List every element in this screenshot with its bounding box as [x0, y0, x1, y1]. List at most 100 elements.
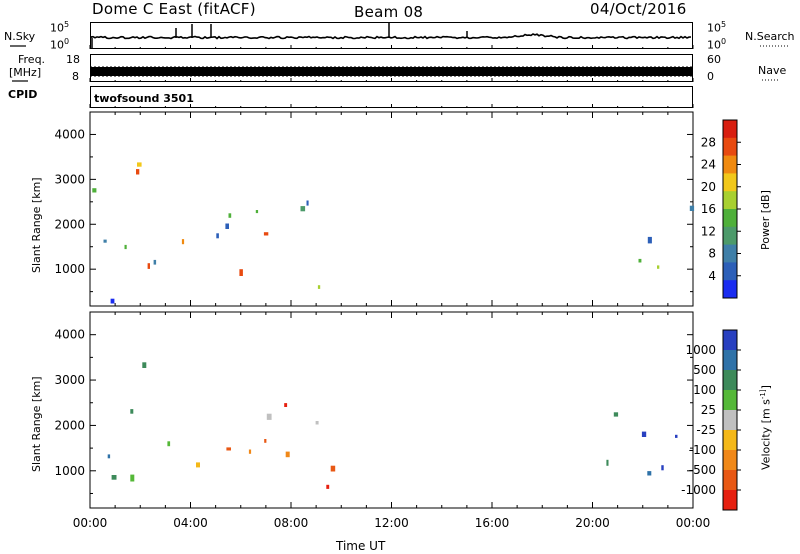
cbar1-tick-label: 8: [708, 247, 716, 261]
velocity-echo: [107, 454, 111, 459]
station-title: Dome C East (fitACF): [92, 0, 256, 18]
nsky-trace: [90, 33, 692, 40]
cbar1-swatch: [723, 191, 737, 210]
x-tick-label: 00:00: [73, 516, 108, 530]
power-echo: [263, 232, 269, 236]
cbar2-swatch: [723, 330, 737, 351]
cbar2-swatch: [723, 490, 737, 511]
power-echo: [317, 285, 321, 289]
velocity-echo: [326, 484, 330, 489]
cbar1-swatch: [723, 280, 737, 299]
velocity-echo: [641, 431, 647, 437]
velocity-echo: [330, 465, 336, 472]
velocity-echo: [142, 362, 147, 368]
velocity-echo: [226, 447, 231, 451]
cbar2-tick-label: 100: [693, 383, 716, 397]
nsearch-tick-top: 105: [707, 20, 727, 35]
cbar1-tick-label: 24: [701, 158, 716, 172]
cbar2-swatch: [723, 350, 737, 371]
cbar2-swatch: [723, 430, 737, 451]
nave-label: Nave: [758, 64, 787, 77]
nave-tick-bottom: 0: [707, 70, 714, 83]
velocity-echo: [111, 475, 117, 480]
cbar2-swatch: [723, 370, 737, 391]
power-panel: 1000 2000 3000 4000: [54, 111, 695, 307]
cbar1-tick-label: 16: [701, 202, 716, 216]
x-tick-label: 00:00: [676, 516, 711, 530]
velocity-echo: [248, 449, 252, 454]
x-tick-label: 04:00: [173, 516, 208, 530]
cbar2-tick-label: -100: [689, 443, 716, 457]
nsearch-tick-bottom: 100: [707, 37, 727, 52]
velocity-echo: [130, 474, 135, 482]
power-echo: [103, 239, 107, 243]
cbar2-swatch: [723, 410, 737, 431]
velocity-echo: [647, 471, 652, 476]
power-echo: [124, 244, 127, 250]
power-echo: [306, 200, 309, 206]
cbar2-swatch: [723, 390, 737, 411]
power-echo: [657, 265, 660, 269]
cbar2-tick-label: -500: [689, 463, 716, 477]
power-ylabel: Slant Range [km]: [30, 177, 43, 273]
power-echo: [638, 258, 642, 263]
power-ytick-label: 4000: [54, 127, 85, 141]
power-echo: [300, 206, 306, 212]
cbar1-tick-label: 28: [701, 135, 716, 149]
cbar1-swatch: [723, 173, 737, 192]
cbar2-swatch: [723, 470, 737, 491]
velocity-echo: [613, 412, 619, 417]
cbar2-frame: [722, 329, 738, 511]
power-ytick-label: 1000: [54, 262, 85, 276]
power-echo: [147, 263, 150, 269]
x-tick-label: 16:00: [475, 516, 510, 530]
x-tick-label: 20:00: [575, 516, 610, 530]
nsky-label: N.Sky: [4, 30, 36, 43]
power-ytick-label: 2000: [54, 217, 85, 231]
velocity-echo: [264, 439, 267, 443]
velocity-ylabel: Slant Range [km]: [30, 376, 43, 472]
cbar2-tick-label: -1000: [681, 483, 716, 497]
time-axis: 00:00 04:00 08:00 12:00 16:00 20:00 00:00: [73, 45, 711, 530]
velocity-echo: [284, 403, 288, 407]
power-echo: [92, 188, 97, 193]
nsky-tick-bottom: 100: [50, 37, 70, 52]
power-echo: [153, 259, 157, 265]
velocity-echo: [130, 409, 134, 414]
beam-label: Beam 08: [354, 3, 424, 21]
power-echo: [225, 223, 229, 229]
power-frame: [89, 111, 694, 307]
velocity-echo: [196, 462, 200, 468]
x-tick-label: 08:00: [274, 516, 309, 530]
velocity-ytick-label: 3000: [54, 373, 85, 387]
power-colorbar: 4 8 12 16 20 24 28: [701, 119, 741, 299]
power-echo: [255, 210, 259, 214]
velocity-echo: [167, 441, 171, 447]
cpid-value: twofsound 3501: [94, 92, 194, 105]
freq-tick-bottom: 8: [72, 70, 79, 83]
velocity-echo: [661, 465, 664, 471]
power-ytick-label: 3000: [54, 172, 85, 186]
freq-tick-top: 18: [66, 53, 80, 66]
cbar1-swatch: [723, 244, 737, 263]
nsky-tick-top: 105: [50, 20, 70, 35]
cbar1-tick-label: 20: [701, 180, 716, 194]
date-label: 04/Oct/2016: [590, 0, 687, 18]
freq-label: Freq.: [18, 53, 46, 66]
cbar1-tick-label: 4: [708, 269, 716, 283]
cbar1-swatch: [723, 209, 737, 228]
cbar1-swatch: [723, 120, 737, 139]
cbar1-swatch: [723, 262, 737, 281]
velocity-colorbar: 1000 500 100 25 -25 -100 -500 -1000: [681, 329, 741, 511]
velocity-echo: [266, 413, 272, 420]
nave-tick-top: 60: [707, 53, 721, 66]
power-echo: [136, 169, 140, 175]
velocity-ytick-label: 4000: [54, 328, 85, 342]
cbar1-tick-label: 12: [701, 224, 716, 238]
cbar2-swatch: [723, 450, 737, 471]
cbar1-swatch: [723, 137, 737, 157]
power-echo: [647, 236, 652, 244]
velocity-echo: [285, 451, 290, 458]
power-echo: [181, 239, 185, 245]
